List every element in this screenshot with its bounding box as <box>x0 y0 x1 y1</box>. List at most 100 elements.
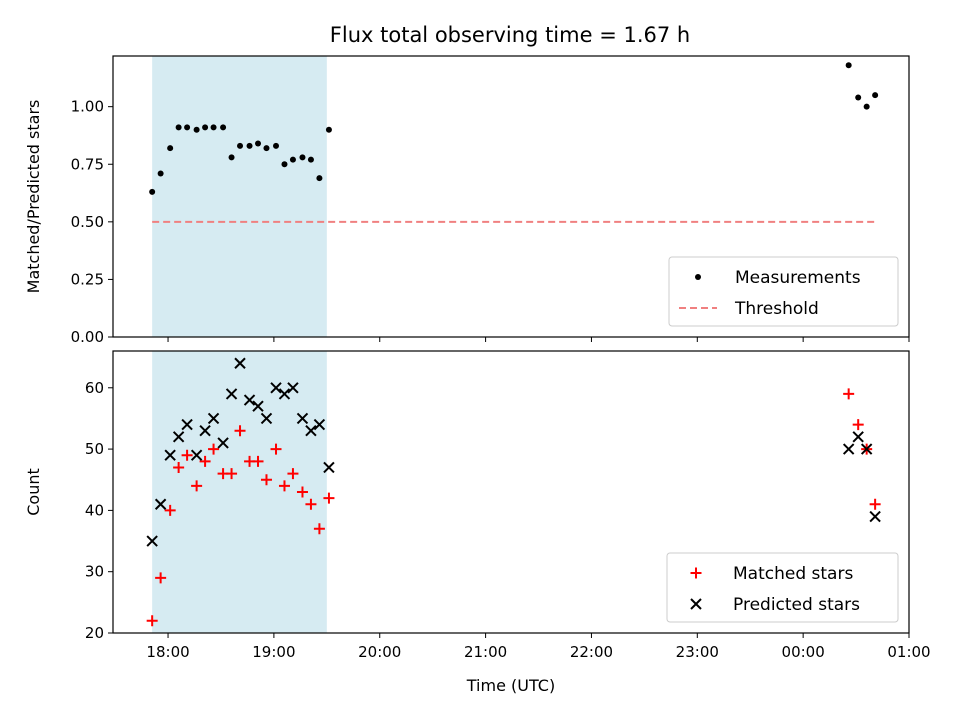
x-axis-label: Time (UTC) <box>466 676 555 695</box>
data-point <box>323 461 335 474</box>
data-point <box>208 443 220 455</box>
data-point <box>305 498 317 510</box>
y-axis-label: Matched/Predicted stars <box>24 100 43 294</box>
legend: Matched stars Predicted stars <box>666 552 899 623</box>
legend-box <box>666 552 899 623</box>
axes-frame <box>112 55 910 338</box>
x-tick-label: 22:00 <box>570 643 613 661</box>
data-point <box>273 142 280 149</box>
legend: Measurements Threshold <box>668 256 899 327</box>
observing-window-shade <box>152 56 327 337</box>
x-tick-label: 18:00 <box>146 643 189 661</box>
data-point <box>299 154 306 161</box>
data-point <box>234 425 246 437</box>
data-point <box>296 486 308 498</box>
data-point <box>190 449 203 461</box>
data-point <box>863 103 870 110</box>
data-point <box>199 455 211 467</box>
data-point <box>852 419 864 431</box>
data-point <box>869 510 881 523</box>
data-point <box>220 124 227 131</box>
data-point <box>289 156 296 163</box>
data-point <box>146 615 158 627</box>
data-point <box>155 572 167 584</box>
legend-label: Predicted stars <box>733 595 860 615</box>
data-point <box>287 468 299 480</box>
data-point <box>184 124 191 131</box>
chart-title: Flux total observing time = 1.67 h <box>330 23 690 47</box>
data-point <box>237 142 244 149</box>
x-tick-label: 01:00 <box>887 643 930 661</box>
data-point <box>164 504 176 516</box>
y-axis-label: Count <box>24 468 43 516</box>
data-point <box>252 400 264 412</box>
y-tick-label: 20 <box>85 624 104 642</box>
y-tick-label: 1.00 <box>71 98 104 116</box>
data-point <box>260 412 273 425</box>
data-point <box>146 535 158 547</box>
data-point <box>855 94 862 101</box>
data-point <box>843 388 855 400</box>
data-point <box>226 468 238 480</box>
legend-box <box>668 256 899 327</box>
x-tick-label: 00:00 <box>782 643 825 661</box>
data-point <box>860 443 873 455</box>
data-point <box>157 170 164 177</box>
x-tick-label: 23:00 <box>676 643 719 661</box>
data-point <box>234 357 246 369</box>
data-point <box>191 480 203 492</box>
x-tick-label: 19:00 <box>252 643 295 661</box>
legend-swatch <box>690 567 702 579</box>
data-point <box>181 449 193 461</box>
data-point <box>872 92 879 99</box>
data-point <box>278 388 291 400</box>
data-point <box>164 449 176 461</box>
data-point <box>173 461 185 473</box>
legend-label: Matched stars <box>733 564 853 584</box>
y-tick-label: 0.00 <box>71 328 104 346</box>
data-point <box>167 145 174 152</box>
data-point <box>313 418 326 431</box>
x-tick-label: 20:00 <box>358 643 401 661</box>
data-point <box>852 431 864 443</box>
legend-swatch <box>690 598 702 610</box>
data-point <box>225 388 238 400</box>
data-point <box>270 443 282 455</box>
data-point <box>228 154 235 161</box>
y-tick-label: 0.25 <box>71 270 104 288</box>
data-point <box>281 161 288 168</box>
data-point <box>255 140 262 147</box>
y-tick-label: 60 <box>85 379 104 397</box>
data-point <box>246 142 253 149</box>
data-point <box>252 455 264 467</box>
data-point <box>316 175 323 182</box>
data-point <box>323 492 335 504</box>
data-point <box>175 124 182 131</box>
data-point <box>307 156 314 163</box>
data-point <box>260 474 272 486</box>
data-point <box>172 431 185 443</box>
data-point <box>263 145 270 152</box>
data-point <box>325 126 332 133</box>
legend-label: Threshold <box>734 299 819 319</box>
legend-swatch <box>695 274 701 280</box>
data-point <box>193 126 200 133</box>
data-point <box>313 523 325 535</box>
data-point <box>287 382 299 394</box>
data-point <box>199 424 211 437</box>
axes-frame <box>112 350 910 634</box>
x-tick-label: 21:00 <box>464 643 507 661</box>
y-tick-label: 40 <box>85 501 104 519</box>
data-point <box>243 394 256 406</box>
count-panel: 20 30 40 50 60 18:00 19:00 20:00 21:00 22:00 23:00… <box>24 350 931 661</box>
data-point <box>154 498 167 510</box>
data-point <box>842 443 855 455</box>
data-point <box>217 437 229 449</box>
data-point <box>149 188 156 195</box>
data-point <box>296 412 309 425</box>
data-point <box>202 124 209 131</box>
y-tick-label: 30 <box>85 563 104 581</box>
data-point <box>207 412 220 425</box>
ratio-panel: 0.00 0.25 0.50 0.75 1.00 Matched/Predicted st… <box>24 55 910 346</box>
